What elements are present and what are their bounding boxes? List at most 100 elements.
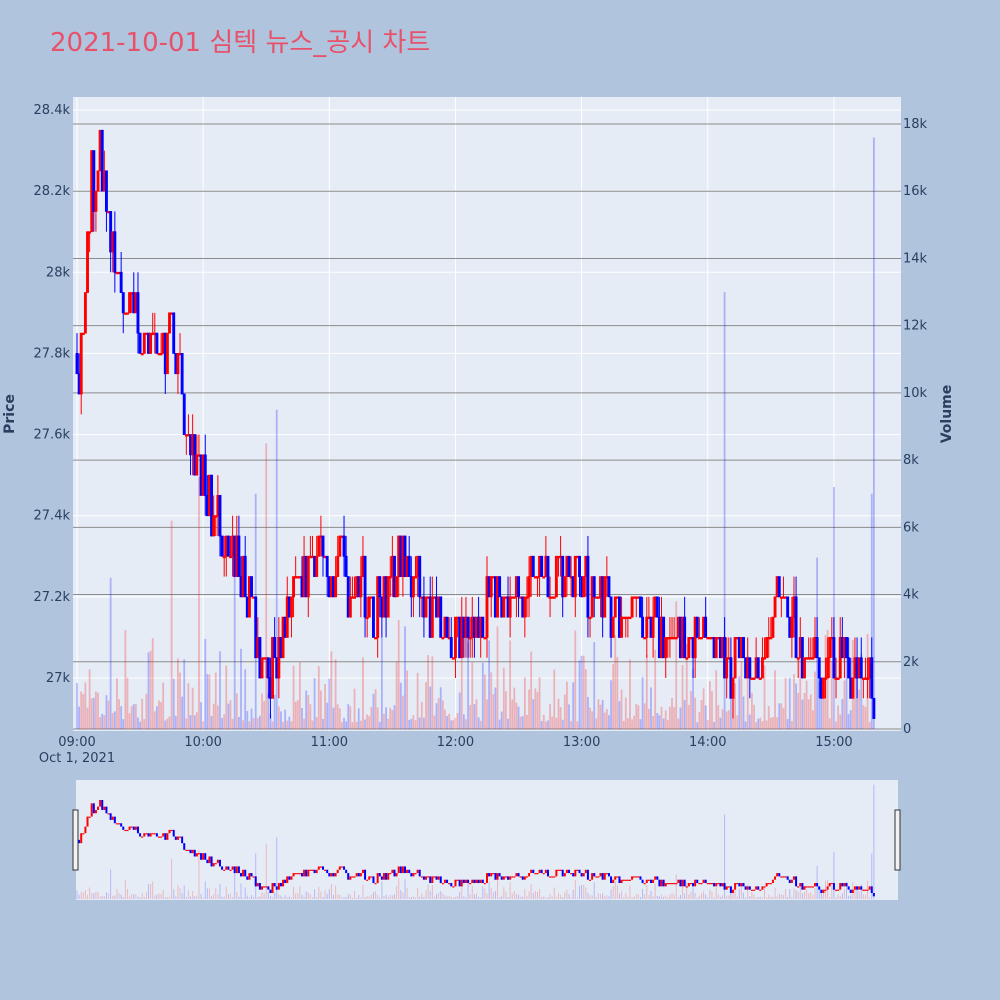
range-slider-volume-bar [764, 886, 766, 899]
range-slider-volume-bar [675, 874, 677, 899]
range-slider-candle [650, 879, 652, 884]
range-slider-candle [555, 869, 558, 877]
range-slider-volume-bar [814, 887, 816, 899]
volume-bar [593, 642, 596, 729]
range-slider-volume-bar [673, 894, 675, 899]
candle-body [451, 657, 455, 660]
candle-body [342, 535, 346, 557]
range-slider-volume-bar [82, 892, 84, 899]
range-slider-candle [433, 876, 436, 878]
range-slider-candle [763, 886, 766, 888]
candle-body [628, 616, 632, 620]
range-slider-candle [637, 876, 640, 878]
range-slider-candle [353, 876, 356, 878]
candle-body [92, 150, 96, 212]
range-slider-volume-bar [208, 888, 210, 899]
chart-title: 2021-10-01 심텍 뉴스_공시 차트 [50, 28, 431, 58]
range-slider-candle [294, 873, 297, 875]
volume-bar [717, 705, 720, 729]
candle-body [540, 555, 544, 577]
range-slider-volume-bar [364, 897, 366, 899]
volume-bar [669, 706, 671, 729]
range-slider-volume-bar [259, 896, 261, 899]
range-slider-candle [782, 876, 785, 878]
range-slider-candle [464, 879, 467, 884]
range-slider-volume-bar [198, 850, 200, 899]
volume-bar [448, 713, 451, 729]
range-slider-volume-bar [320, 891, 322, 899]
volume-bar [483, 674, 486, 729]
volume-bar [870, 493, 873, 729]
range-slider-volume-bar [135, 894, 137, 899]
range-slider-volume-bar [585, 887, 587, 899]
volume-bar [471, 662, 474, 729]
range-slider-candle [212, 863, 215, 867]
price-candles [75, 129, 876, 719]
candle-body [527, 576, 531, 598]
volume-bar [193, 715, 196, 729]
range-slider-candle [801, 883, 804, 890]
range-slider-volume-bar [293, 886, 295, 899]
volume-bar [477, 717, 480, 729]
range-slider-candle [462, 879, 465, 884]
volume-bar [620, 689, 623, 729]
volume-bar [849, 710, 852, 729]
range-slider-volume-bar [768, 894, 770, 899]
candle-body [128, 292, 132, 314]
range-slider-volume-bar [463, 896, 465, 899]
range-slider-volume-bar [213, 894, 215, 899]
range-slider-volume-bar [375, 891, 377, 899]
volume-bar [496, 626, 499, 729]
volume-bar [465, 719, 467, 729]
volume-bar [526, 714, 528, 729]
volume-bar [841, 699, 844, 729]
range-slider-candle [778, 873, 781, 877]
volume-bar [311, 720, 314, 729]
candle-body [641, 616, 645, 638]
range-slider-volume-bar [333, 894, 335, 899]
range-slider-volume-bar [648, 895, 650, 899]
volume-bar [843, 680, 846, 729]
range-slider-candle [385, 873, 388, 880]
candle-body [796, 657, 800, 660]
range-slider-volume-bar [654, 883, 656, 899]
volume-bar [643, 703, 646, 729]
range-slider-volume-bar [682, 886, 684, 899]
range-slider-candle [368, 876, 371, 880]
axes-layer: 27k 27.2k 27.4k 27.6k 27.8k 28k 28.2k 28.4k 09:0… [2, 103, 955, 766]
range-slider-volume-bar [570, 897, 572, 899]
range-slider-candle [748, 886, 751, 890]
range-slider-candle [710, 883, 713, 885]
range-slider-candle [605, 873, 608, 875]
volume-bar [202, 721, 205, 729]
range-slider-volume-bar [410, 897, 412, 899]
range-slider-candle [126, 829, 129, 832]
volume-bar [364, 719, 366, 729]
volume-bar [88, 669, 91, 729]
candle-body [100, 129, 104, 192]
range-slider-candle [422, 876, 425, 880]
volume-bar [317, 666, 320, 729]
volume-bar [563, 694, 566, 729]
range-slider-volume-bar [862, 894, 864, 899]
range-slider-right-handle[interactable] [894, 809, 901, 871]
range-slider-candle [408, 869, 411, 874]
range-slider-volume-bar [87, 894, 89, 899]
volume-bar [690, 691, 692, 729]
range-slider-candle [662, 879, 665, 887]
candle-body [260, 657, 264, 679]
range-slider-candle [614, 876, 617, 880]
range-slider-volume-bar [112, 895, 114, 899]
volume-bar [692, 668, 694, 729]
volume-bar [143, 719, 146, 729]
range-slider-candle [677, 879, 680, 884]
range-slider-volume-bar [751, 891, 753, 899]
candle-body [119, 271, 123, 293]
range-slider-candle [643, 883, 646, 885]
volume-bar [839, 714, 842, 729]
candle-body [763, 657, 766, 660]
time-tick-label: 11:00 [311, 735, 348, 750]
range-slider-candle [296, 873, 299, 875]
range-slider-candle [517, 873, 520, 877]
range-slider-left-handle[interactable] [72, 809, 79, 871]
